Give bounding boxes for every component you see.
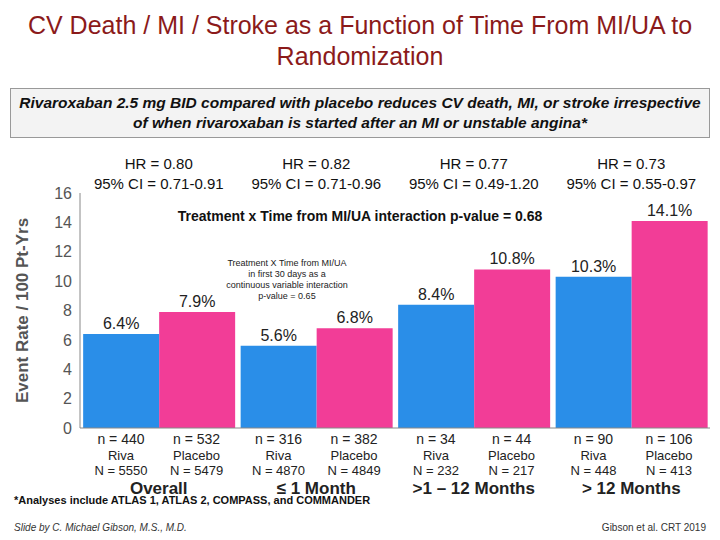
svg-text:HR = 0.80: HR = 0.80 xyxy=(125,155,193,172)
svg-text:2: 2 xyxy=(63,390,72,407)
svg-text:n = 44: n = 44 xyxy=(492,431,532,447)
svg-text:n = 106: n = 106 xyxy=(645,431,692,447)
svg-text:Riva: Riva xyxy=(265,448,292,463)
svg-text:N = 413: N = 413 xyxy=(646,463,692,478)
svg-text:Riva: Riva xyxy=(108,448,135,463)
svg-text:Placebo: Placebo xyxy=(488,448,535,463)
svg-text:Riva: Riva xyxy=(423,448,450,463)
svg-text:Placebo: Placebo xyxy=(173,448,220,463)
svg-text:n = 532: n = 532 xyxy=(173,431,220,447)
svg-text:Placebo: Placebo xyxy=(646,448,693,463)
svg-text:N = 232: N = 232 xyxy=(413,463,459,478)
svg-text:N = 4870: N = 4870 xyxy=(252,463,305,478)
svg-text:6.8%: 6.8% xyxy=(336,309,372,326)
html-text:Treatment x Time from MI/UA in: Treatment x Time from MI/UA interaction … xyxy=(177,208,543,224)
svg-text:Event Rate / 100 Pt-Yrs: Event Rate / 100 Pt-Yrs xyxy=(13,218,32,403)
html-text:Rivaroxaban 2.5 mg BID compare: Rivaroxaban 2.5 mg BID compared with pla… xyxy=(19,94,701,131)
svg-text:95% CI = 0.71-0.96: 95% CI = 0.71-0.96 xyxy=(251,175,381,192)
svg-text:8.4%: 8.4% xyxy=(418,286,454,303)
svg-text:Riva: Riva xyxy=(580,448,607,463)
svg-text:n = 316: n = 316 xyxy=(255,431,302,447)
svg-text:n = 90: n = 90 xyxy=(574,431,614,447)
svg-text:HR = 0.82: HR = 0.82 xyxy=(282,155,350,172)
svg-text:12: 12 xyxy=(54,243,72,260)
html-text:CV Death / MI / Stroke as a Fu: CV Death / MI / Stroke as a Function of … xyxy=(27,11,693,70)
svg-text:4: 4 xyxy=(63,361,72,378)
svg-text:8: 8 xyxy=(63,302,72,319)
svg-text:16: 16 xyxy=(54,185,72,202)
svg-text:n = 34: n = 34 xyxy=(416,431,456,447)
svg-text:95% CI = 0.71-0.91: 95% CI = 0.71-0.91 xyxy=(94,175,224,192)
svg-text:95% CI = 0.55-0.97: 95% CI = 0.55-0.97 xyxy=(566,175,696,192)
html-text:Treatment X Time from MI/UA in: Treatment X Time from MI/UA in first 30 … xyxy=(226,258,348,301)
svg-text:HR = 0.73: HR = 0.73 xyxy=(597,155,665,172)
svg-text:N = 217: N = 217 xyxy=(489,463,535,478)
svg-text:Overall: Overall xyxy=(130,479,188,494)
svg-text:14.1%: 14.1% xyxy=(647,202,692,219)
svg-text:>1 – 12 Months: >1 – 12 Months xyxy=(413,479,535,494)
svg-text:HR = 0.77: HR = 0.77 xyxy=(440,155,508,172)
svg-text:10.8%: 10.8% xyxy=(489,250,534,267)
svg-text:10: 10 xyxy=(54,273,72,290)
svg-text:N = 448: N = 448 xyxy=(570,463,616,478)
html-text:Gibson et al. CRT 2019: Gibson et al. CRT 2019 xyxy=(601,522,706,533)
html-text:*Analyses include ATLAS 1, ATL: *Analyses include ATLAS 1, ATLAS 2, COMP… xyxy=(14,494,371,506)
svg-text:5.6%: 5.6% xyxy=(260,327,296,344)
svg-text:10.3%: 10.3% xyxy=(571,258,616,275)
svg-text:0: 0 xyxy=(63,420,72,437)
svg-text:N = 5550: N = 5550 xyxy=(94,463,147,478)
svg-text:≤ 1 Month: ≤ 1 Month xyxy=(277,479,356,494)
html-text:Slide by C. Michael Gibson, M.: Slide by C. Michael Gibson, M.S., M.D. xyxy=(14,522,187,533)
svg-text:6.4%: 6.4% xyxy=(103,315,139,332)
svg-text:Placebo: Placebo xyxy=(331,448,378,463)
svg-text:7.9%: 7.9% xyxy=(179,293,215,310)
svg-text:> 12 Months: > 12 Months xyxy=(582,479,681,494)
svg-text:N = 5479: N = 5479 xyxy=(170,463,223,478)
svg-text:6: 6 xyxy=(63,332,72,349)
svg-text:95% CI = 0.49-1.20: 95% CI = 0.49-1.20 xyxy=(409,175,539,192)
svg-text:14: 14 xyxy=(54,214,72,231)
svg-text:n = 440: n = 440 xyxy=(97,431,144,447)
svg-text:n = 382: n = 382 xyxy=(330,431,377,447)
svg-text:N = 4849: N = 4849 xyxy=(327,463,380,478)
